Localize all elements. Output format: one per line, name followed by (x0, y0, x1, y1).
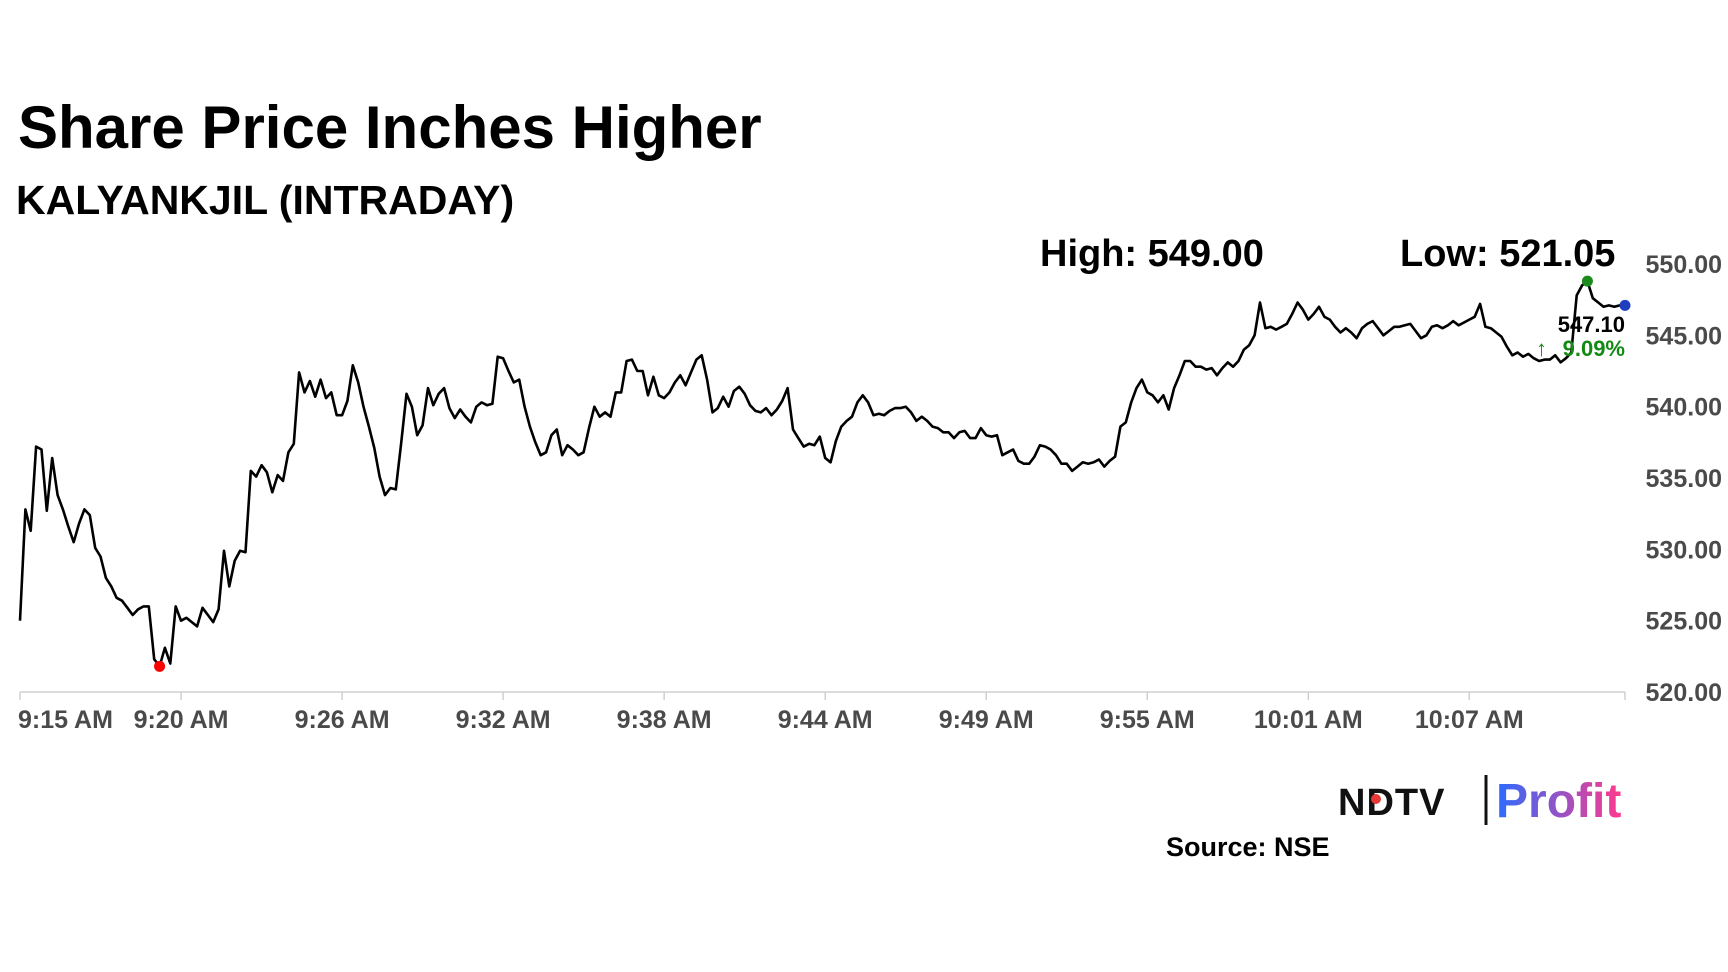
change-label: ↑ 9.09% (1536, 336, 1625, 361)
x-tick-label: 9:20 AM (134, 706, 229, 734)
low-marker (154, 660, 166, 672)
change-value: 9.09% (1563, 336, 1625, 361)
y-tick-label: 530.00 (1646, 536, 1722, 564)
price-line (18, 279, 1625, 668)
y-axis: 550.00 545.00 540.00 535.00 530.00 525.00 520.… (1646, 251, 1722, 707)
x-axis: 9:15 AM 9:20 AM 9:26 AM 9:32 AM 9:38 AM 9:44 … (18, 692, 1626, 734)
y-tick-label: 550.00 (1646, 251, 1722, 279)
low-label: Low: 521.05 (1400, 233, 1615, 275)
logo-dot (1371, 794, 1381, 804)
chart-title: Share Price Inches Higher (18, 94, 762, 161)
x-tick-label: 9:38 AM (617, 706, 712, 734)
y-tick-label: 525.00 (1646, 608, 1722, 636)
x-tick-label: 9:26 AM (295, 706, 390, 734)
y-tick-label: 520.00 (1646, 679, 1722, 707)
x-tick-label: 9:49 AM (939, 706, 1034, 734)
last-marker (1619, 299, 1631, 311)
last-price-label: 547.10 (1558, 312, 1625, 337)
x-tick-label: 9:44 AM (778, 706, 873, 734)
x-tick-label: 10:01 AM (1254, 706, 1363, 734)
y-tick-label: 535.00 (1646, 465, 1722, 493)
ndtv-profit-logo: NDTV Profit (1338, 775, 1621, 828)
y-tick-label: 545.00 (1646, 322, 1722, 350)
y-tick-label: 540.00 (1646, 394, 1722, 422)
source-note: Source: NSE (1166, 832, 1330, 862)
x-tick-label: 10:07 AM (1415, 706, 1524, 734)
arrow-up-icon: ↑ (1536, 336, 1547, 361)
x-tick-label: 9:32 AM (456, 706, 551, 734)
x-tick-label: 9:55 AM (1100, 706, 1195, 734)
chart-subtitle: KALYANKJIL (INTRADAY) (16, 177, 514, 223)
high-label: High: 549.00 (1040, 233, 1264, 275)
x-tick-label: 9:15 AM (18, 706, 113, 734)
brand-ndtv: NDTV (1338, 782, 1445, 824)
high-marker (1581, 275, 1593, 287)
brand-profit: Profit (1496, 775, 1621, 828)
